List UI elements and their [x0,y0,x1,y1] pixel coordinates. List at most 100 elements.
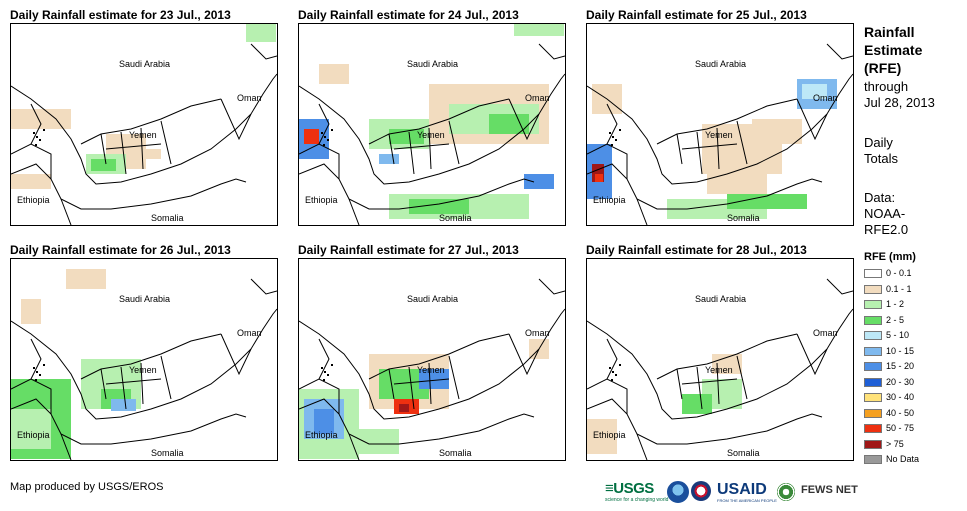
boundary-line [508,98,540,141]
legend-label: 0 - 0.1 [886,268,912,278]
boundary-line [100,355,172,410]
rainfall-map: Saudi Arabia Oman Yemen Ethiopia Somalia [586,258,854,461]
boundary-line [299,103,340,179]
footer-credit: Map produced by USGS/EROS [10,481,164,493]
island-mark [331,129,333,131]
map-svg: Saudi Arabia Oman Yemen Ethiopia Somalia [587,43,853,225]
boundary-line [348,198,360,225]
island-mark [35,379,37,381]
boundary-line [11,308,277,420]
yemen-label: Yemen [417,365,445,375]
rainfall-patch [727,194,807,209]
island-mark [619,129,621,131]
panel-title: Daily Rainfall estimate for 26 Jul., 201… [10,243,231,257]
rainfall-patch [802,84,827,99]
title-line: Estimate [864,42,923,58]
ethiopia-label: Ethiopia [17,195,50,205]
rainfall-patch [11,109,71,129]
rainfall-patch [587,419,617,454]
oman-label: Oman [813,328,838,338]
yemen-label: Yemen [705,130,733,140]
boundary-line [636,198,648,225]
boundary-line [538,278,565,295]
legend-swatch [864,408,882,418]
rainfall-patch [314,409,334,434]
island-mark [609,367,611,369]
title-line: (RFE) [864,60,902,76]
island-mark [615,374,617,376]
boundary-line [796,333,828,376]
saudi-label: Saudi Arabia [407,59,458,69]
legend-swatch [864,346,882,356]
rainfall-patch [489,114,529,134]
boundary-line [11,163,247,210]
legend-label: 40 - 50 [886,407,915,418]
somalia-label: Somalia [727,213,760,223]
rainfall-patch [359,429,399,454]
island-mark [611,379,613,381]
island-mark [39,139,41,141]
boundary-line [220,98,252,141]
rainfall-map: Saudi Arabia Oman Yemen Ethiopia Somalia [586,23,854,226]
through-label: through [864,79,909,94]
legend-title: RFE (mm) [864,251,916,263]
boundary-line [826,43,853,60]
boundary-line [220,333,252,376]
boundary-line [60,198,72,225]
rainfall-patch [141,149,161,159]
legend-swatch [864,315,882,325]
rainfall-patch [409,199,469,214]
data-source-line: RFE2.0 [864,222,909,237]
island-mark [43,129,45,131]
usgs-tagline: science for a changing world [605,497,669,503]
oman-label: Oman [525,328,550,338]
island-mark [612,136,614,138]
boundary-line [250,278,277,295]
island-mark [331,364,333,366]
rainfall-patch [595,174,603,182]
yemen-label: Yemen [417,130,445,140]
island-mark [612,371,614,373]
legend-label: 10 - 15 [886,345,915,356]
boundary-line [388,355,460,410]
usaid-logo: USAID [717,481,767,498]
rainfall-patch [11,174,51,189]
island-mark [43,364,45,366]
through-date: Jul 28, 2013 [864,95,935,110]
boundary-line [60,433,72,460]
island-mark [36,371,38,373]
daily-label: Daily [864,135,893,150]
legend-label: 50 - 75 [886,423,915,433]
boundary-line [299,308,565,420]
boundary-line [538,43,565,60]
island-mark [36,136,38,138]
rainfall-patch [379,154,399,164]
usgs-logo: ≡USGS [605,480,654,497]
legend-label: 5 - 10 [886,330,910,340]
rainfall-patch [419,369,449,389]
legend-label: 30 - 40 [886,392,915,402]
legend-swatch [864,269,882,278]
island-mark [619,364,621,366]
boundary-line [11,103,52,179]
legend-swatch [864,362,882,371]
somalia-label: Somalia [439,448,472,458]
legend-swatch [864,300,882,309]
ethiopia-label: Ethiopia [17,430,50,440]
boundary-line [299,163,535,210]
rainfall-patch [246,24,276,42]
logo-strip: ≡USGS science for a changing world USAID… [605,480,960,504]
map-svg: Saudi Arabia Oman Yemen Ethiopia Somalia [11,24,277,225]
rainfall-patch [514,24,564,36]
saudi-label: Saudi Arabia [695,294,746,304]
island-mark [609,132,611,134]
rainfall-map: Saudi Arabia Oman Yemen Ethiopia Somalia [298,23,566,226]
yemen-label: Yemen [705,365,733,375]
boundary-line [250,43,277,60]
boundary-line [299,338,340,414]
boundary-line [299,398,535,445]
rainfall-map: Saudi Arabia Oman Yemen Ethiopia Somalia [10,258,278,461]
boundary-line [80,98,222,145]
island-mark [33,367,35,369]
rainfall-patch [91,159,116,171]
